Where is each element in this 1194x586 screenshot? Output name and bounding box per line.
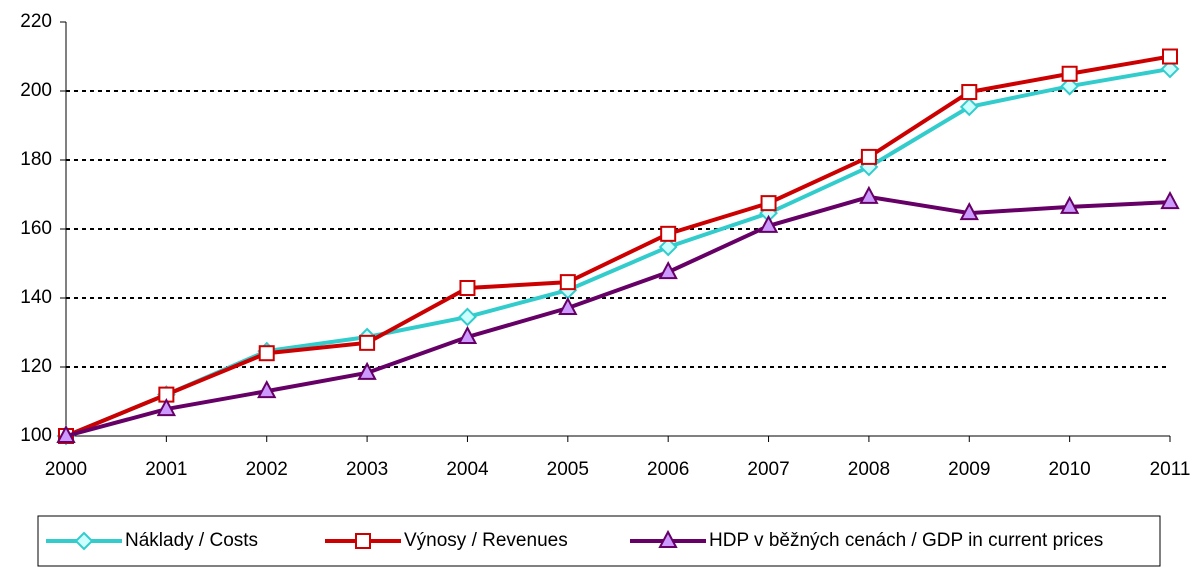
point [1061,65,1078,82]
y-tick-label: 220 [20,11,52,32]
x-tick-label: 2005 [547,459,589,480]
point [758,214,779,233]
y-tick-label: 200 [20,80,52,101]
legend-label: HDP v běžných cenách / GDP in current pr… [709,530,1103,551]
point [658,261,678,280]
point [156,397,177,417]
x-tick-label: 2002 [246,459,288,480]
x-tick-label: 2006 [647,459,689,480]
x-tick-label: 2009 [948,459,990,480]
point [257,380,277,399]
point [1060,76,1080,96]
point [1059,195,1080,214]
x-tick-label: 2008 [848,459,890,480]
legend-marker [355,533,371,549]
point [1160,59,1180,79]
legend-marker [658,529,678,548]
point [660,225,677,242]
y-tick-label: 180 [20,149,52,170]
point [559,274,576,291]
series-line [65,66,1171,438]
point [459,279,476,296]
point [558,296,578,316]
point [961,84,978,101]
legend-box [37,515,1161,567]
y-tick-label: 100 [20,425,52,446]
point [959,202,979,221]
point [959,97,979,117]
y-tick-label: 140 [20,287,52,308]
x-tick-label: 2001 [145,459,187,480]
x-tick-label: 2000 [45,459,87,480]
x-tick-label: 2004 [446,459,489,480]
point [859,185,879,204]
legend-label: Náklady / Costs [125,530,258,551]
x-tick-label: 2003 [346,459,388,480]
point [258,345,275,362]
legend-label: Výnosy / Revenues [404,530,568,551]
point [1162,48,1178,65]
point [357,361,377,380]
y-tick-label: 160 [20,218,52,239]
series-line [65,54,1171,438]
point [1160,190,1180,210]
x-tick-label: 2007 [747,459,789,480]
y-tick-label: 120 [20,356,52,377]
x-tick-label: 2010 [1048,459,1090,480]
point [56,424,76,443]
series-line [65,194,1171,438]
point [359,334,376,351]
point [760,195,777,212]
legend-marker [74,531,94,551]
point [860,148,877,165]
point [658,237,678,257]
point [458,307,477,327]
point [457,325,478,344]
x-tick-label: 2011 [1150,459,1191,480]
